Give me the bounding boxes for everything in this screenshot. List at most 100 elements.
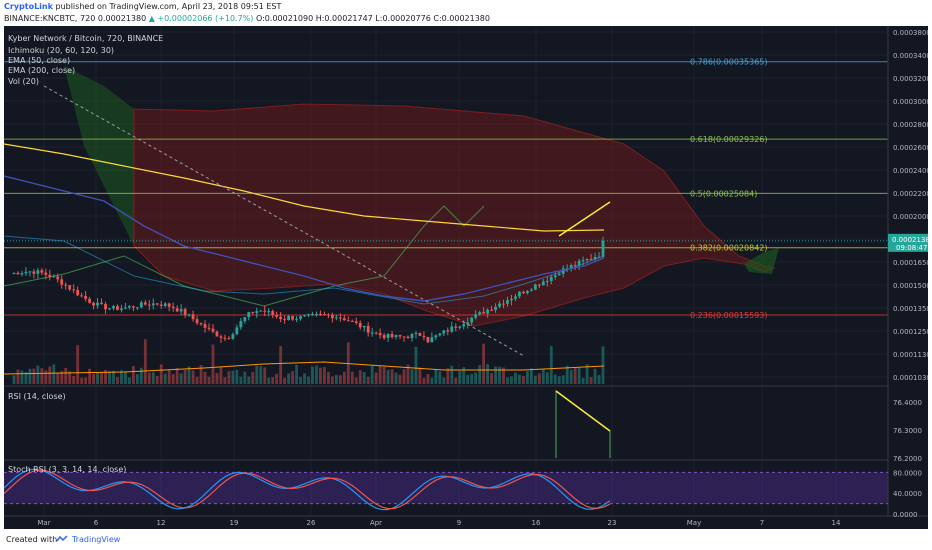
volume-bar [426,373,430,384]
volume-bar [565,365,569,384]
stoch-rsi-title: Stoch RSI (3, 3, 14, 14, close) [8,465,126,474]
volume-bar [120,370,123,384]
volume-bar [175,368,179,384]
volume-bar [374,372,378,384]
y-tick-label: 0.00022000 [893,190,928,198]
y-tick-label: 0.00012500 [893,328,928,336]
volume-bar [490,373,493,384]
chart-area[interactable]: 0.786(0.00035365) 0.618(0.00029326) 0.5(0.… [3,26,932,529]
candle-body [40,270,44,273]
volume-bar [510,376,513,384]
candle-body [402,336,406,338]
volume-bar [414,346,418,384]
candle-body [108,308,111,310]
volume-bar [446,368,450,384]
volume-bar [32,368,36,384]
volume-bar [338,375,342,384]
candle-body [442,330,446,334]
x-tick-label: 19 [230,519,239,527]
volume-bar [561,375,565,384]
candle-body [382,335,386,338]
volume-bar [100,373,103,384]
candle-body [175,308,179,312]
chart-header: CryptoLink published on TradingView.com,… [0,0,932,26]
volume-bar [406,364,410,384]
volume-bar [533,375,537,384]
candle-body [406,336,410,338]
volume-bar [187,366,191,384]
candle-body [410,334,414,338]
volume-bar [179,373,183,384]
candle-body [311,313,314,315]
candle-body [466,322,470,325]
candle-body [239,321,243,328]
volume-bar [358,370,362,384]
candle-body [143,302,147,305]
tradingview-logo-icon [56,535,68,542]
candle-body [549,277,553,281]
volume-bar [215,373,219,384]
candle-body [124,307,127,309]
volume-bar [462,367,466,384]
candle-body [259,310,263,312]
candle-body [386,334,390,338]
volume-bar [327,371,330,384]
volume-bar [486,364,489,384]
indicator-ema50: EMA (50, close) [8,56,70,65]
volume-bar [143,339,147,384]
y-tick-label: 0.00038000 [893,29,928,37]
author-link[interactable]: CryptoLink [4,2,53,11]
volume-bar [48,366,52,384]
candle-body [315,313,318,315]
rsi-y-tick-label: 76.2000 [893,455,922,463]
volume-bar [84,377,88,384]
candle-body [398,335,402,337]
volume-bar [307,376,310,384]
candle-body [271,311,275,315]
candle-body [498,303,501,307]
volume-bar [382,366,386,384]
volume-bar [283,377,287,384]
y-tick-label: 0.00034000 [893,52,928,60]
candle-body [446,330,450,332]
volume-bar [291,371,294,384]
candle-body [267,311,271,313]
candle-body [167,303,171,307]
candle-body [529,289,533,291]
volume-bar [155,376,159,384]
ichimoku-conversion-line [3,235,605,305]
volume-bar [36,365,40,384]
candle-body [418,333,422,336]
volume-bar [522,375,525,384]
fib-level-label: 0.5(0.00025084) [690,189,757,198]
candle-body [518,291,521,297]
volume-bar [398,374,402,384]
volume-bar [366,376,370,384]
candle-body [56,276,60,280]
chart-svg[interactable]: 0.786(0.00035365) 0.618(0.00029326) 0.5(0.… [3,26,932,529]
volume-bar [577,367,581,384]
candle-body [486,309,489,314]
candle-body [514,296,517,299]
candle-body [366,325,370,333]
x-tick-label: 26 [307,519,316,527]
volume-bar [80,377,84,384]
price-axis[interactable] [888,26,928,529]
volume-bar [593,368,597,384]
candle-body [215,331,219,337]
candle-body [462,324,466,327]
volume-bar [386,369,390,384]
candle-body [48,274,52,278]
volume-bar [323,367,326,384]
tradingview-brand[interactable]: TradingView [72,535,121,544]
volume-bar [227,371,231,384]
y-tick-label: 0.00024000 [893,167,928,175]
volume-bar [502,367,505,384]
candle-body [573,265,577,267]
volume-bar [350,371,354,384]
candle-body [438,333,442,336]
volume-bar [303,373,306,384]
y-tick-label: 0.00011300 [893,351,928,359]
candle-body [593,257,597,260]
candle-body [362,325,366,328]
